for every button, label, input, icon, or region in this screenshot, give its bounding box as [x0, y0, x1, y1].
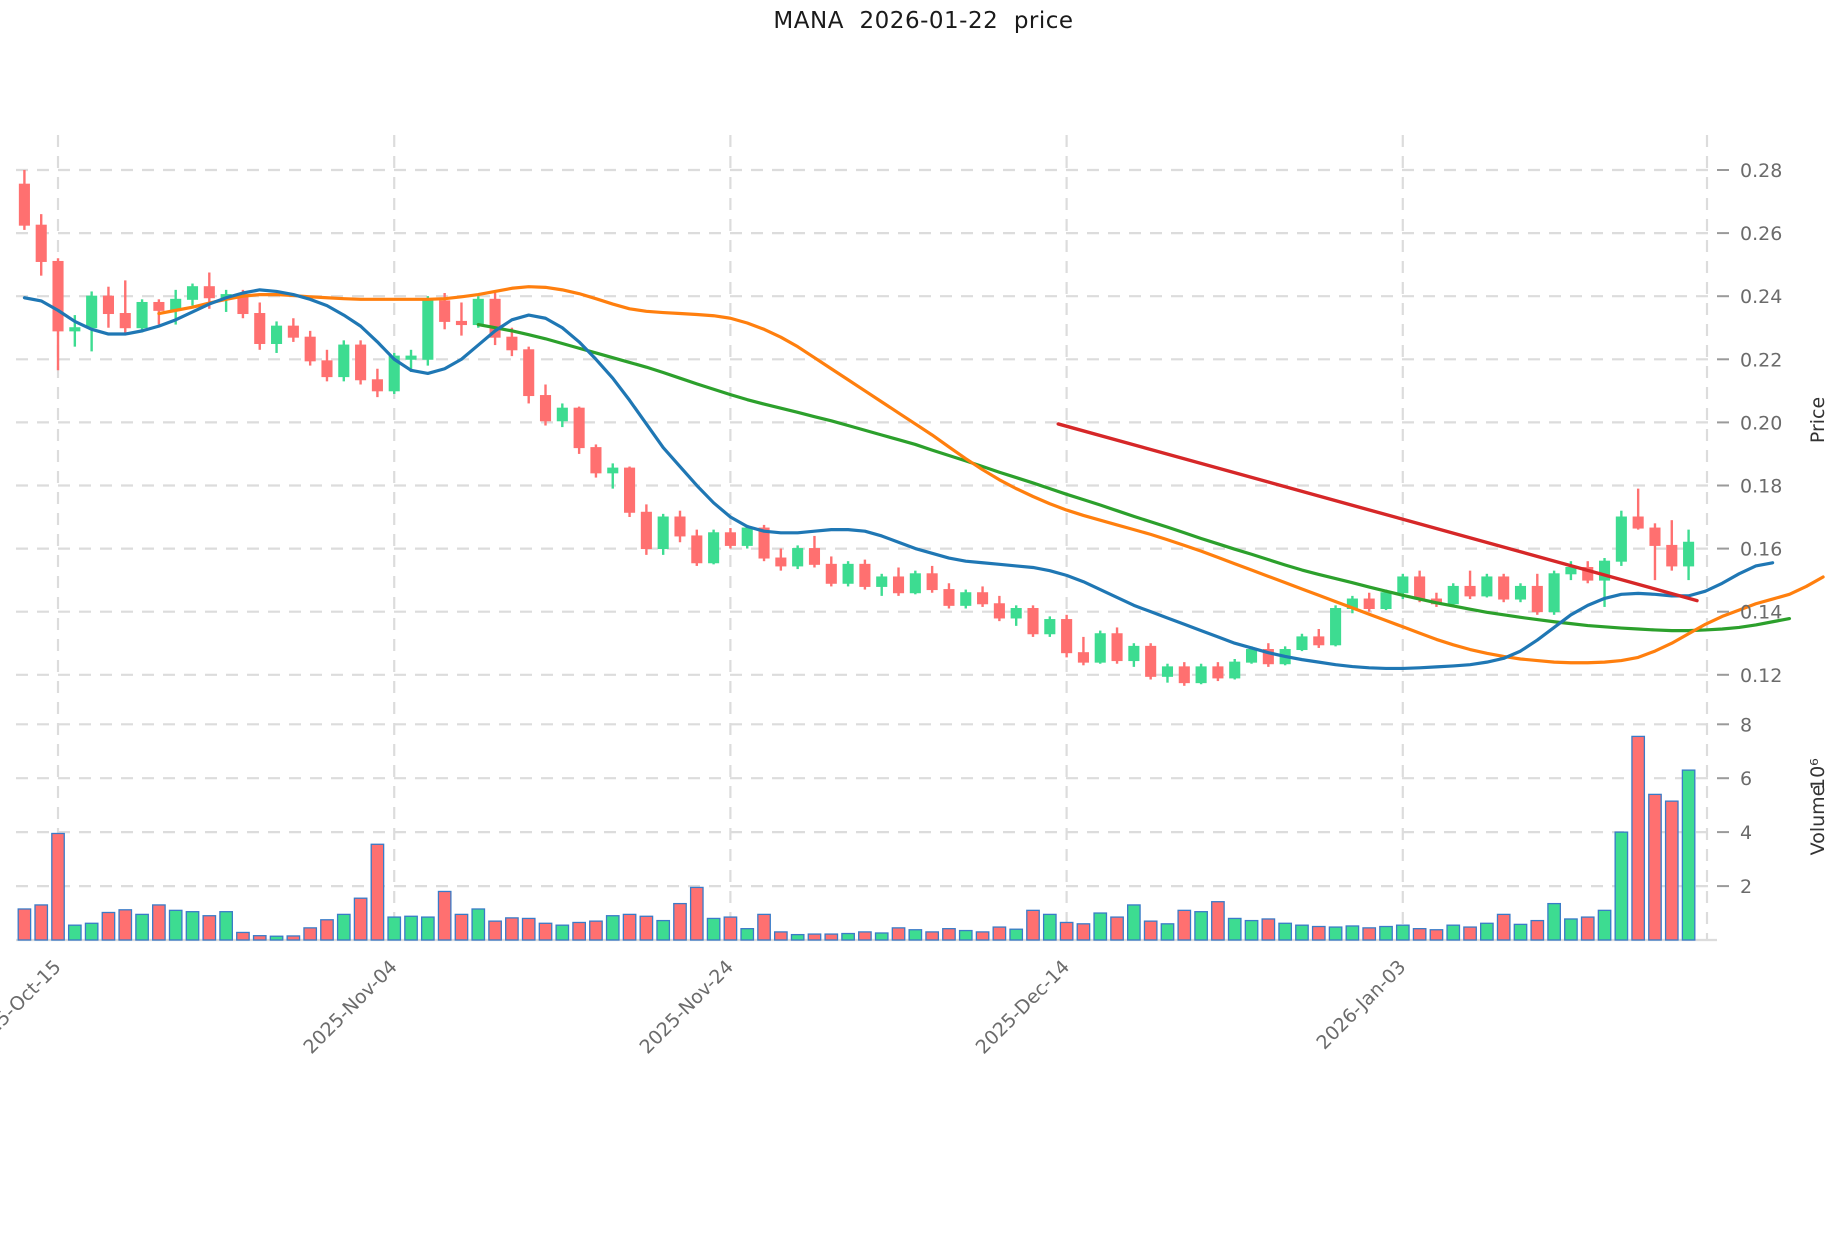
ma-long-line	[476, 322, 1792, 633]
volume-tick-label: 4	[1740, 822, 1752, 844]
ma-short-line	[22, 288, 1775, 671]
chart-title: MANA 2026-01-22 price	[773, 8, 1074, 34]
x-tick-label: 2026-Jan-03	[1312, 956, 1410, 1054]
moving-average-lines	[22, 285, 1825, 671]
downtrend-line	[1056, 422, 1699, 603]
x-tick-label: 2025-Nov-24	[636, 956, 738, 1058]
price-tick-label: 0.20	[1740, 412, 1782, 434]
price-axis-labels: 0.28 0.26 0.24 0.22 0.20 0.18 0.16 0.14 0.12	[1717, 160, 1782, 687]
price-tick-label: 0.28	[1740, 160, 1782, 182]
price-tick-label: 0.24	[1740, 286, 1782, 308]
volume-tick-label: 2	[1740, 876, 1752, 898]
price-tick-label: 0.26	[1740, 223, 1782, 245]
candlestick-series	[18, 169, 1695, 686]
price-tick-label: 0.22	[1740, 349, 1782, 371]
price-axis-title: Price	[1807, 397, 1829, 443]
x-tick-label: 2025-Nov-04	[299, 956, 401, 1058]
grid-lines	[16, 135, 1717, 942]
volume-tick-label: 8	[1740, 714, 1752, 736]
volume-bars	[17, 735, 1696, 941]
x-tick-label: 2025-Oct-15	[0, 956, 66, 1056]
price-tick-label: 0.18	[1740, 476, 1782, 498]
price-tick-label: 0.12	[1740, 665, 1782, 687]
ma-mid-line	[157, 285, 1825, 665]
price-tick-label: 0.16	[1740, 539, 1782, 561]
volume-axis-exponent: 10⁶	[1807, 758, 1829, 790]
volume-axis-title: Volume	[1807, 785, 1829, 856]
x-tick-label: 2025-Dec-14	[972, 956, 1075, 1059]
volume-tick-label: 6	[1740, 768, 1752, 790]
volume-axis-labels: 8 6 4 2	[1717, 714, 1752, 898]
x-axis-labels: 2025-Oct-15 2025-Nov-04 2025-Nov-24 2025-De…	[0, 956, 1410, 1059]
price-tick-label: 0.14	[1740, 602, 1782, 624]
